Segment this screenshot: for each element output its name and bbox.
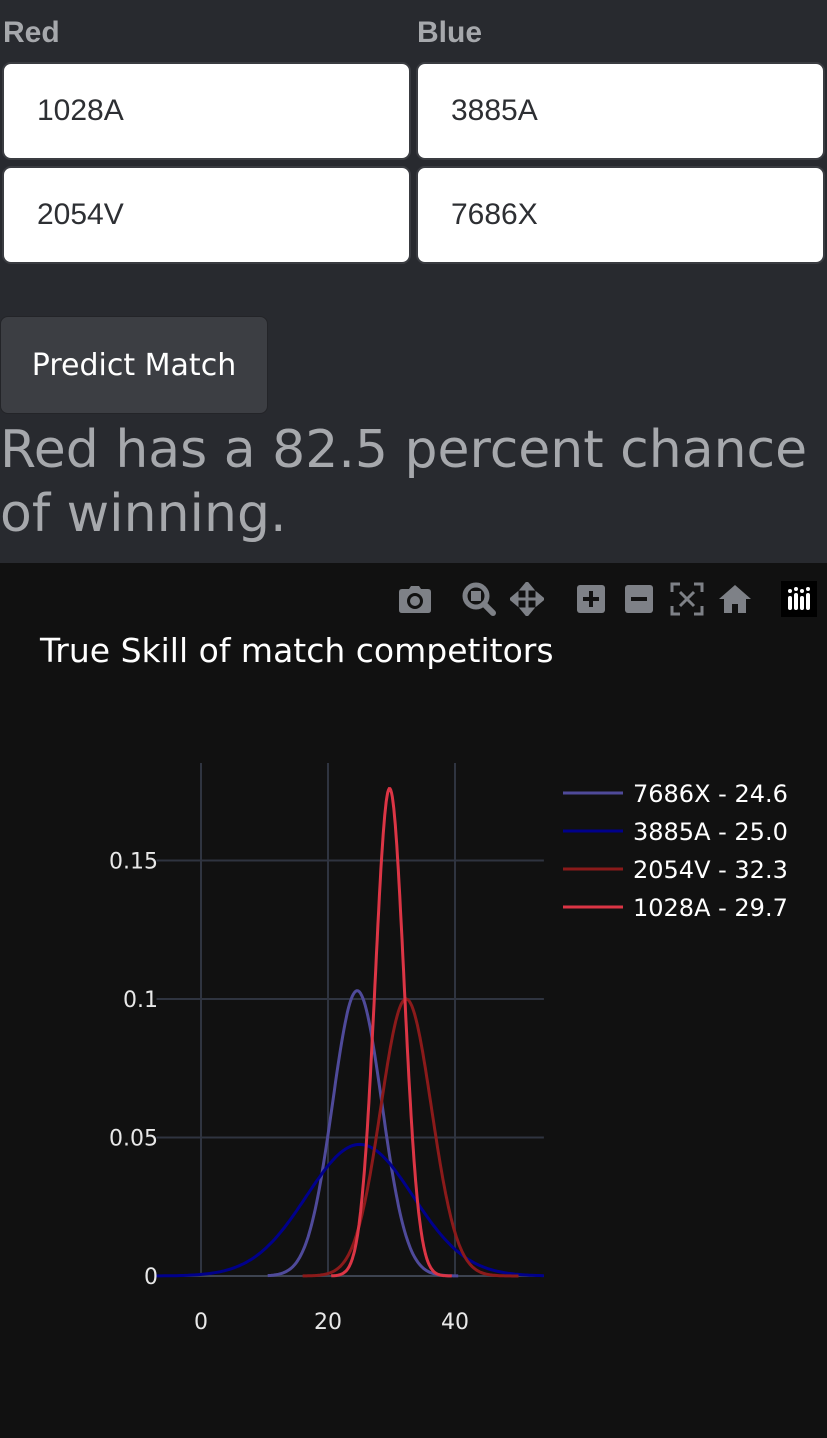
autoscale-icon[interactable] xyxy=(669,581,705,617)
red-team-2-input[interactable]: 2054V xyxy=(2,166,411,264)
x-axis-ticks: 0 20 40 xyxy=(194,1310,469,1335)
chart-svg[interactable]: 0 20 40 0 0.05 0.1 0.15 7686X - 24.6 3885A - 2… xyxy=(0,563,827,1438)
zoom-icon[interactable] xyxy=(461,581,497,617)
legend: 7686X - 24.6 3885A - 25.0 2054V - 32.3 1028… xyxy=(563,780,788,922)
legend-label-2: 2054V - 32.3 xyxy=(633,856,788,884)
legend-label-1: 3885A - 25.0 xyxy=(633,818,788,846)
blue-team-1-input[interactable]: 3885A xyxy=(416,62,825,160)
camera-icon[interactable] xyxy=(397,581,433,617)
plotly-logo-icon[interactable] xyxy=(781,581,817,617)
series-lines xyxy=(156,786,544,1278)
prediction-result: Red has a 82.5 percent chance of winning… xyxy=(0,420,808,544)
red-label: Red xyxy=(3,16,60,49)
blue-label: Blue xyxy=(417,16,483,49)
chart-title: True Skill of match competitors xyxy=(40,631,554,670)
series-line-1 xyxy=(156,1142,544,1278)
x-tick-label-1: 20 xyxy=(314,1310,342,1335)
y-tick-label-2: 0.1 xyxy=(123,988,158,1013)
reset-axes-icon[interactable] xyxy=(717,581,753,617)
y-tick-label-1: 0.05 xyxy=(109,1127,158,1152)
series-line-3 xyxy=(330,786,453,1278)
red-team-1-input[interactable]: 1028A xyxy=(2,62,411,160)
legend-label-0: 7686X - 24.6 xyxy=(633,780,788,808)
predict-match-button[interactable]: Predict Match xyxy=(0,316,268,414)
match-form: Red Blue 1028A 3885A 2054V 7686X Predict… xyxy=(0,0,827,563)
zoom-out-icon[interactable] xyxy=(621,581,657,617)
zoom-in-icon[interactable] xyxy=(573,581,609,617)
series-line-0 xyxy=(267,989,459,1278)
y-axis-ticks: 0 0.05 0.1 0.15 xyxy=(109,850,158,1291)
y-tick-label-0: 0 xyxy=(144,1265,158,1290)
x-tick-label-0: 0 xyxy=(194,1310,208,1335)
blue-team-2-input[interactable]: 7686X xyxy=(416,166,825,264)
x-tick-label-2: 40 xyxy=(441,1310,469,1335)
grid-lines xyxy=(156,763,544,1277)
legend-label-3: 1028A - 29.7 xyxy=(633,894,788,922)
y-tick-label-3: 0.15 xyxy=(109,850,158,875)
pan-icon[interactable] xyxy=(509,581,545,617)
series-line-2 xyxy=(302,997,519,1278)
